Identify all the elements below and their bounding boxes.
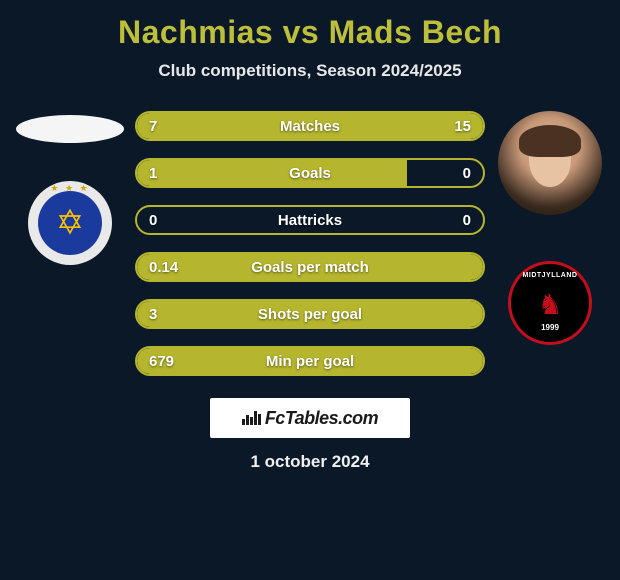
player-right-club-badge: MIDTJYLLAND ♞ 1999 [508,261,592,345]
stat-value-left: 679 [149,353,174,370]
right-column: MIDTJYLLAND ♞ 1999 [490,111,610,345]
date-text: 1 october 2024 [250,452,369,472]
stat-row: 3 Shots per goal [135,299,485,329]
star-icon: ✡ [56,203,85,243]
stat-value-left: 3 [149,306,157,323]
main-area: ★ ★ ★ ✡ 7 Matches 15 1 Goals 0 0 Hattricks 0 0.14… [0,111,620,376]
club-badge-year: 1999 [541,323,559,332]
club-badge-name: MIDTJYLLAND [523,272,578,279]
stat-label: Goals per match [251,259,369,276]
stat-label: Matches [280,118,340,135]
branding-text: FcTables.com [265,408,378,429]
stat-value-left: 1 [149,165,157,182]
stat-row: 0 Hattricks 0 [135,205,485,235]
chart-icon [242,411,261,425]
subtitle: Club competitions, Season 2024/2025 [158,61,461,81]
player-left-avatar [16,115,124,143]
wolf-icon: ♞ [537,288,562,321]
club-badge-inner: ✡ [38,191,102,255]
left-column: ★ ★ ★ ✡ [10,111,130,265]
player-right-avatar [498,111,602,215]
stat-label: Min per goal [266,353,354,370]
avatar-face [529,133,571,187]
stat-row: 0.14 Goals per match [135,252,485,282]
stat-value-left: 0.14 [149,259,178,276]
player-left-club-badge: ★ ★ ★ ✡ [28,181,112,265]
stat-value-left: 7 [149,118,157,135]
comparison-card: Nachmias vs Mads Bech Club competitions,… [0,0,620,482]
page-title: Nachmias vs Mads Bech [118,14,502,51]
stat-row: 679 Min per goal [135,346,485,376]
branding-badge: FcTables.com [210,398,410,438]
club-badge-stars: ★ ★ ★ [50,183,89,194]
stat-value-right: 0 [463,212,471,229]
stat-value-right: 0 [463,165,471,182]
stat-label: Hattricks [278,212,342,229]
avatar-hair [519,125,581,157]
stat-row: 1 Goals 0 [135,158,485,188]
stats-column: 7 Matches 15 1 Goals 0 0 Hattricks 0 0.14 Goals pe… [130,111,490,376]
stat-value-right: 15 [454,118,471,135]
stat-label: Shots per goal [258,306,362,323]
stat-row: 7 Matches 15 [135,111,485,141]
stat-fill-left [137,160,407,186]
stat-value-left: 0 [149,212,157,229]
stat-label: Goals [289,165,331,182]
